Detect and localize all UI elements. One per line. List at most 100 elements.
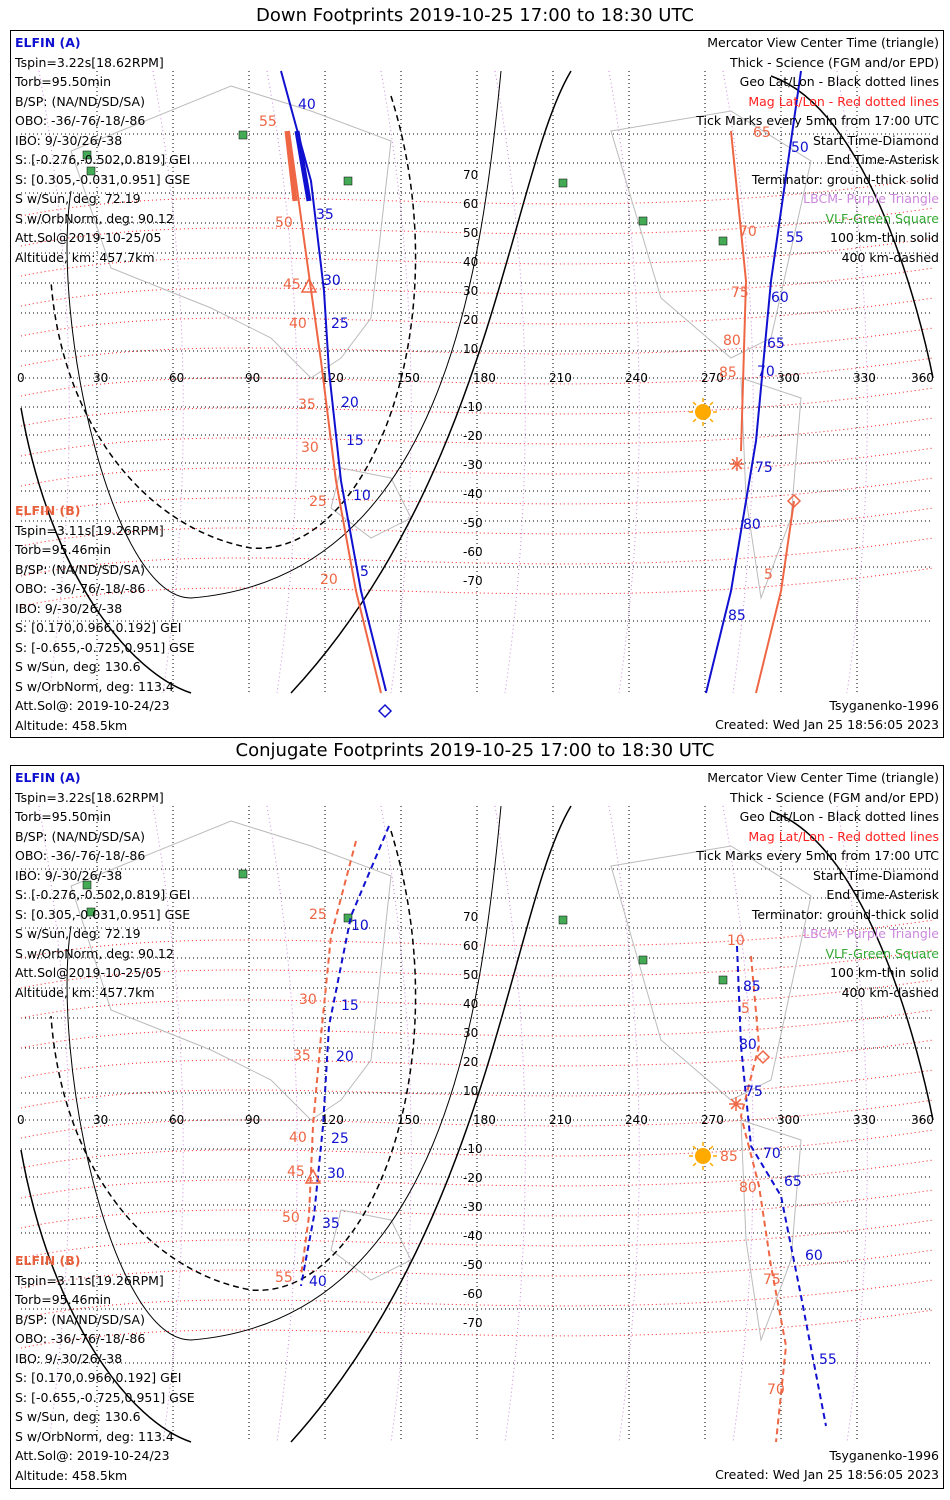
mag-lat-line xyxy=(20,297,934,337)
mag-lat-line xyxy=(20,447,934,487)
sun-ray xyxy=(709,401,714,406)
legend-item: Geo Lat/Lon - Black dotted lines xyxy=(739,74,939,89)
lon-tick-label: 360 xyxy=(911,1113,934,1127)
mag-lat-line xyxy=(20,237,934,277)
elfin-b-down-track xyxy=(288,130,382,694)
elfin-b-time-label: 75 xyxy=(731,285,749,301)
legend-item: Geo Lat/Lon - Black dotted lines xyxy=(739,809,939,824)
model-name: Tsyganenko-1996 xyxy=(829,698,939,713)
lon-tick-label: 60 xyxy=(169,371,184,385)
lat-tick-label: 30 xyxy=(463,284,478,298)
lon-tick-label: 0 xyxy=(17,371,25,385)
elfin-b-time-label: 30 xyxy=(299,992,317,1008)
elfin-b-line: S: [-0.655,-0.725,0.951] GSE xyxy=(15,1389,195,1405)
lon-tick-label: 210 xyxy=(549,371,572,385)
center-time-triangle xyxy=(300,277,318,293)
sun-ray xyxy=(692,401,697,406)
vlf-station-square xyxy=(86,166,96,176)
lat-tick-label: -60 xyxy=(463,545,483,559)
elfin-a-line: S: [0.305,-0.031,0.951] GSE xyxy=(15,906,191,922)
sun-ray xyxy=(709,1162,714,1167)
lat-tick-label: 70 xyxy=(463,910,478,924)
elfin-b-line: Torb=95.46min xyxy=(15,1292,112,1307)
lon-tick-label: 90 xyxy=(245,371,260,385)
created-timestamp: Created: Wed Jan 25 18:56:05 2023 xyxy=(715,1467,939,1482)
continent-outline-asia xyxy=(70,820,392,1121)
elfin-b-line: S w/OrbNorm, deg: 113.4 xyxy=(15,678,174,694)
elfin-b-conjugate-track xyxy=(300,840,357,1277)
legend-item: VLF-Green Square xyxy=(825,210,939,226)
lon-tick-label: 60 xyxy=(169,1113,184,1127)
elfin-a-time-label: 65 xyxy=(767,336,785,352)
continent-outline-s-america xyxy=(740,377,802,600)
mag-lat-line xyxy=(20,267,934,307)
legend-item: 400 km-dashed xyxy=(841,249,939,265)
elfin-b-time-label: 70 xyxy=(767,1382,785,1398)
elfin-b-line: OBO: -36/-76/-18/-86 xyxy=(15,581,146,596)
elfin-b-time-label: 50 xyxy=(282,1210,300,1226)
elfin-a-conjugate-track xyxy=(300,825,390,1287)
lon-tick-label: 0 xyxy=(17,1113,25,1127)
elfin-a-line: S: [-0.276,-0.502,0.819] GEI xyxy=(15,887,191,902)
elfin-a-line: S: [-0.276,-0.502,0.819] GEI xyxy=(15,152,191,167)
center-time-triangle xyxy=(304,1168,322,1184)
elfin-b-line: Att.Sol@: 2019-10-24/23 xyxy=(15,698,170,713)
lat-tick-label: 10 xyxy=(463,1084,478,1098)
elfin-b-line: Att.Sol@: 2019-10-24/23 xyxy=(15,1448,170,1463)
elfin-b-time-label: 35 xyxy=(293,1048,311,1064)
elfin-b-line: B/SP: (NA/ND/SD/SA) xyxy=(15,561,145,577)
lat-tick-label: -70 xyxy=(463,1316,483,1330)
continent-outline-australia xyxy=(330,467,412,539)
elfin-b-time-label: 20 xyxy=(320,572,338,588)
elfin-b-time-label: 55 xyxy=(259,114,277,130)
legend-item: Thick - Science (FGM and/or EPD) xyxy=(730,789,939,805)
lon-tick-label: 30 xyxy=(93,1113,108,1127)
lat-tick-label: -50 xyxy=(463,516,483,530)
sun-ray xyxy=(692,1162,697,1167)
altitude-100km-curve xyxy=(66,805,502,1341)
elfin-a-header: ELFIN (A) xyxy=(15,770,81,785)
lon-tick-label: 270 xyxy=(701,1113,724,1127)
elfin-a-time-label: 15 xyxy=(346,433,364,449)
elfin-b-line: Torb=95.46min xyxy=(15,542,112,557)
lat-tick-label: 30 xyxy=(463,1026,478,1040)
legend-item: End Time-Asterisk xyxy=(826,887,939,902)
mag-lat-line xyxy=(20,477,934,517)
lon-tick-label: 300 xyxy=(777,371,800,385)
legend-item: Thick - Science (FGM and/or EPD) xyxy=(730,54,939,70)
legend-item: 100 km-thin solid xyxy=(830,965,939,980)
elfin-b-time-label: 25 xyxy=(309,494,327,510)
elfin-b-line: S w/OrbNorm, deg: 113.4 xyxy=(15,1428,174,1444)
mag-lat-line xyxy=(20,979,934,1019)
elfin-a-line: OBO: -36/-76/-18/-86 xyxy=(15,113,146,128)
legend-item: Mercator View Center Time (triangle) xyxy=(707,35,939,50)
lon-tick-label: 150 xyxy=(397,371,420,385)
elfin-a-conjugate-track-east xyxy=(736,945,827,1427)
terminator-line xyxy=(20,407,192,694)
elfin-a-line: Tspin=3.22s[18.62RPM] xyxy=(15,789,164,805)
sun-ray xyxy=(709,418,714,423)
elfin-a-line: Torb=95.50min xyxy=(15,74,112,89)
elfin-b-time-label: 30 xyxy=(301,440,319,456)
sun-ray xyxy=(709,1145,714,1150)
elfin-b-time-label: 50 xyxy=(275,215,293,231)
elfin-a-line: S w/OrbNorm, deg: 90.12 xyxy=(15,945,174,961)
elfin-a-line: IBO: 9/-30/26/-38 xyxy=(15,867,123,883)
elfin-b-line: Altitude: 458.5km xyxy=(15,1467,128,1483)
legend-item: Terminator: ground-thick solid xyxy=(751,906,939,922)
legend-item: End Time-Asterisk xyxy=(826,152,939,167)
lon-tick-label: 240 xyxy=(625,1113,648,1127)
legend-item: Mag Lat/Lon - Red dotted lines xyxy=(748,93,939,109)
elfin-a-time-label: 85 xyxy=(743,979,761,995)
lat-tick-label: -10 xyxy=(463,400,483,414)
mag-lat-line xyxy=(20,1249,934,1289)
elfin-b-line: Tspin=3.11s[19.26RPM] xyxy=(15,1272,164,1288)
elfin-b-time-label: 85 xyxy=(719,365,737,381)
elfin-a-time-label: 80 xyxy=(743,517,761,533)
altitude-400km-curve xyxy=(50,830,417,1291)
elfin-b-time-label: 55 xyxy=(275,1270,293,1286)
legend-item: Terminator: ground-thick solid xyxy=(751,171,939,187)
elfin-a-time-label: 70 xyxy=(757,364,775,380)
elfin-a-time-label: 55 xyxy=(819,1352,837,1368)
continent-outline-asia xyxy=(70,85,392,379)
